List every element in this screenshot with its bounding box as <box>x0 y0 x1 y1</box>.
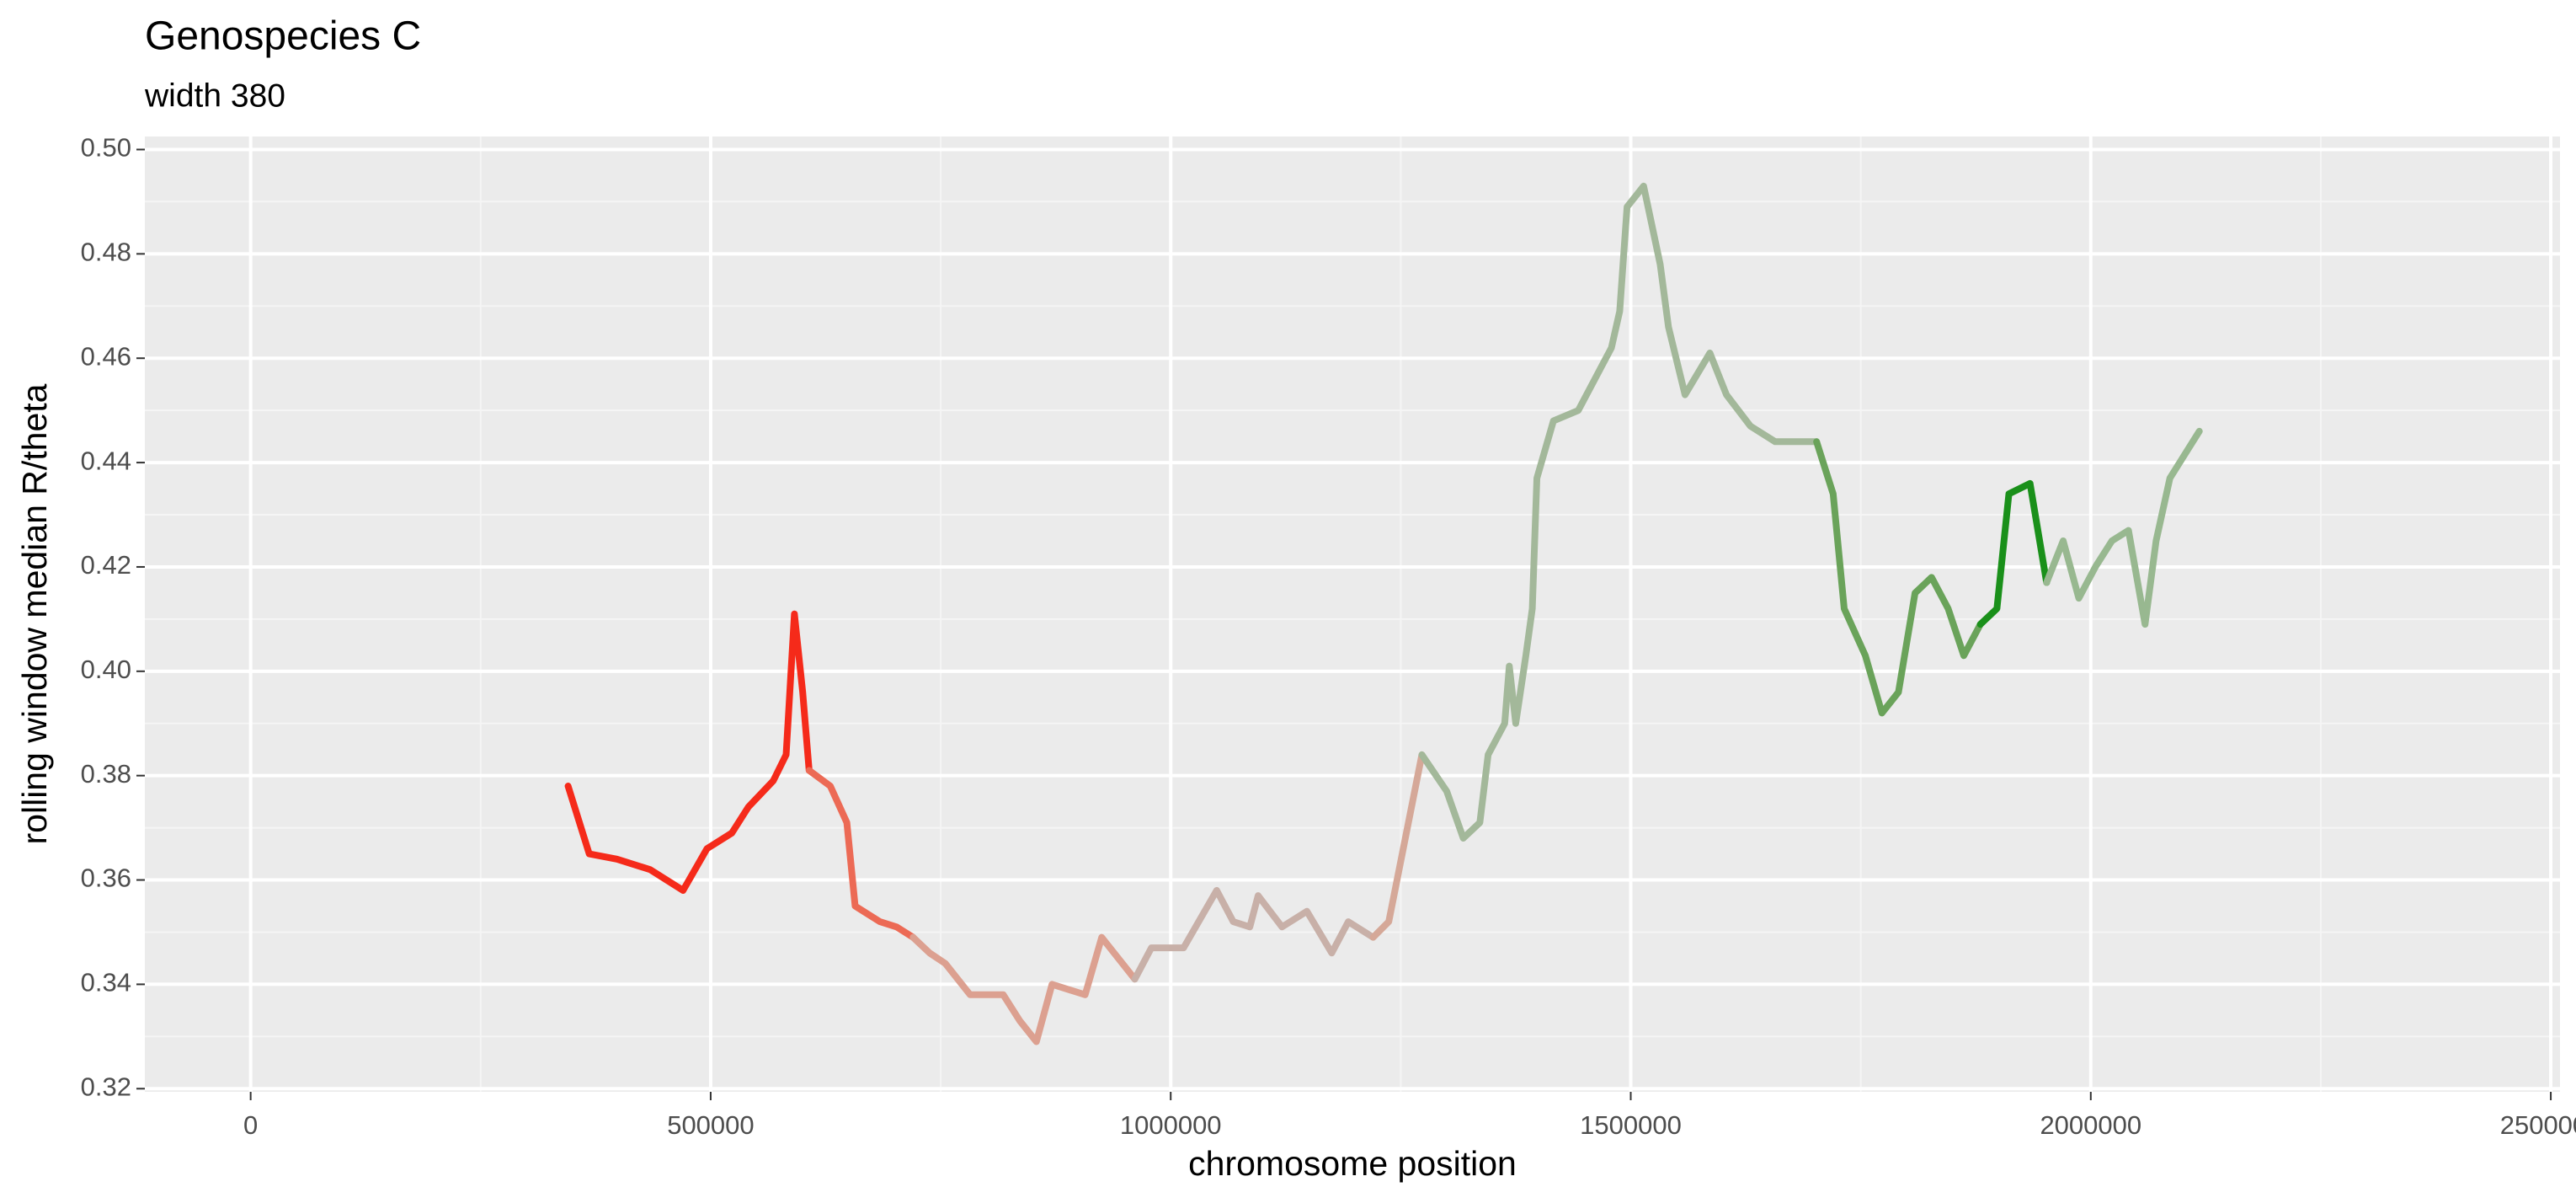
y-tick-label: 0.36 <box>81 863 131 893</box>
y-tick-label: 0.38 <box>81 759 131 789</box>
data-line <box>1131 886 1377 983</box>
data-line <box>2043 427 2203 628</box>
data-line <box>1369 751 1426 941</box>
x-tick-label: 2000000 <box>2040 1110 2141 1140</box>
chart-title: Genospecies C <box>145 14 421 59</box>
panel <box>145 136 2560 1092</box>
y-tick-label: 0.34 <box>81 968 131 997</box>
data-line <box>1813 438 1984 717</box>
data-line <box>805 767 917 941</box>
y-tick-label: 0.48 <box>81 238 131 267</box>
data-line <box>909 933 1139 1045</box>
x-tick-label: 2500000 <box>2500 1110 2576 1140</box>
x-tick-label: 500000 <box>667 1110 754 1140</box>
y-axis-title: rolling window median R/theta <box>15 383 54 844</box>
y-tick-label: 0.44 <box>81 446 131 475</box>
data-line <box>564 610 813 894</box>
y-tick-label: 0.32 <box>81 1072 131 1101</box>
x-tick-label: 1500000 <box>1580 1110 1682 1140</box>
y-tick-label: 0.46 <box>81 341 131 371</box>
x-tick-label: 1000000 <box>1120 1110 1222 1140</box>
data-line <box>1976 479 2051 628</box>
x-tick-label: 0 <box>243 1110 258 1140</box>
x-axis-title: chromosome position <box>1188 1144 1517 1183</box>
y-tick-label: 0.42 <box>81 550 131 580</box>
data-line <box>1418 182 1821 842</box>
chart-subtitle: width 380 <box>144 78 285 114</box>
y-tick-label: 0.50 <box>81 133 131 163</box>
y-tick-label: 0.40 <box>81 655 131 684</box>
